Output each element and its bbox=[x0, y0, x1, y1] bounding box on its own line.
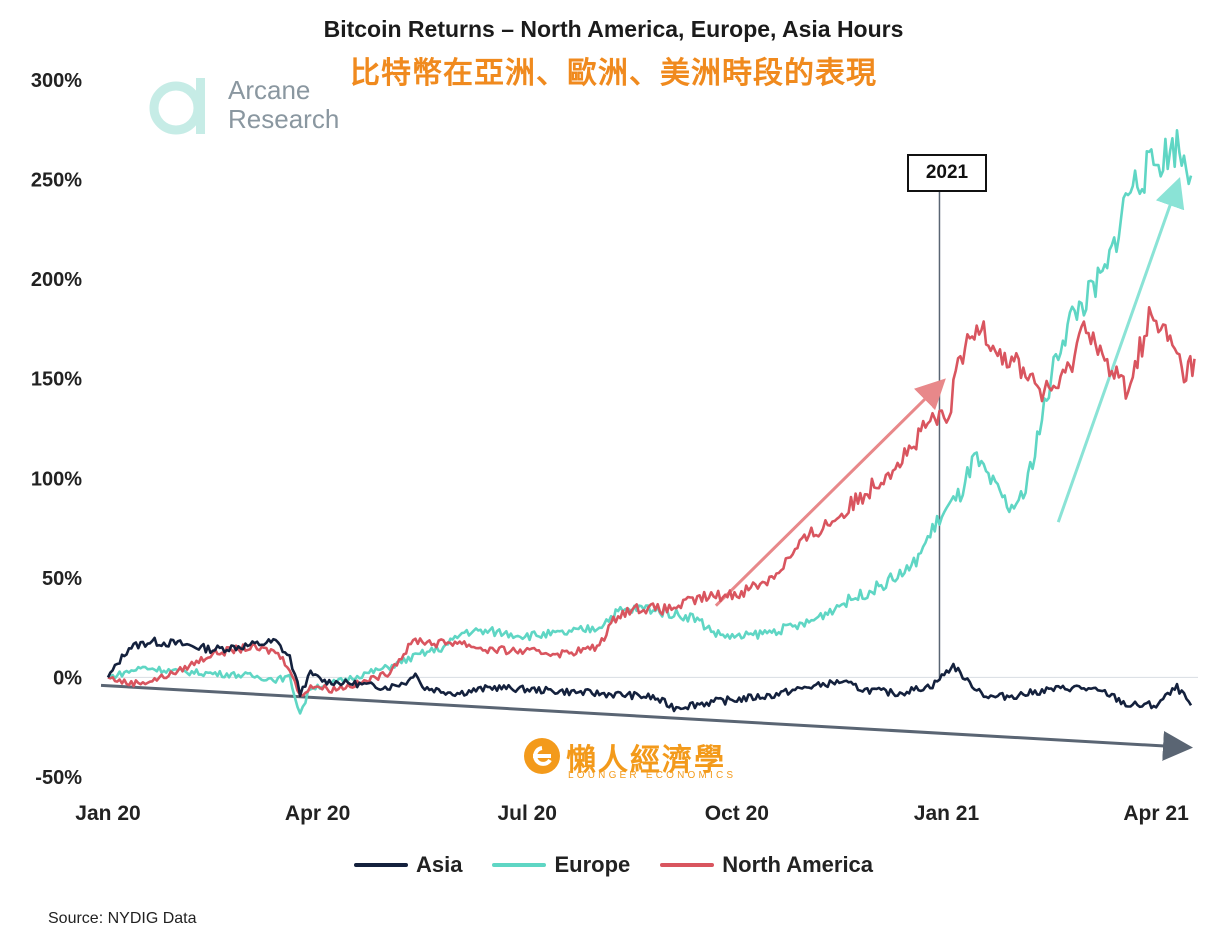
source-note: Source: NYDIG Data bbox=[48, 910, 197, 927]
trend-arrow-europe-trend bbox=[1056, 177, 1185, 523]
y-tick-label: 0% bbox=[53, 667, 82, 689]
legend-item-europe: Europe bbox=[492, 852, 630, 878]
y-tick-label: 150% bbox=[31, 369, 82, 391]
x-axis-ticks: Jan 20 Apr 20 Jul 20 Oct 20 Jan 21 Apr 21 bbox=[75, 802, 1189, 825]
y-tick-label: 200% bbox=[31, 269, 82, 291]
logo-line-2: Research bbox=[228, 104, 340, 134]
chart-legend: Asia Europe North America bbox=[0, 852, 1227, 878]
watermark-main-text: 懶人經濟學 bbox=[566, 744, 726, 777]
legend-swatch-europe bbox=[492, 863, 547, 867]
y-axis-ticks: -50% 0% 50% 100% 150% 200% 250% 300% bbox=[31, 70, 82, 789]
lounger-economics-logo-icon bbox=[524, 738, 560, 774]
series-line-north-america bbox=[107, 306, 1196, 697]
trend-arrow-asia-trend bbox=[100, 683, 1194, 761]
logo-line-1: Arcane bbox=[228, 75, 311, 105]
legend-label-north-america: North America bbox=[722, 852, 874, 877]
trend-arrows bbox=[100, 177, 1194, 761]
annotation-2021-label: 2021 bbox=[907, 154, 987, 192]
legend-swatch-north-america bbox=[660, 863, 715, 867]
chart-subtitle: 比特幣在亞洲、歐洲、美洲時段的表現 bbox=[350, 57, 877, 90]
series-line-asia bbox=[106, 636, 1193, 713]
x-tick-label: Jan 21 bbox=[914, 802, 980, 825]
series-line-europe bbox=[107, 129, 1193, 715]
y-tick-label: 300% bbox=[31, 70, 82, 92]
legend-item-asia: Asia bbox=[353, 852, 463, 878]
x-tick-label: Oct 20 bbox=[705, 802, 769, 825]
legend-swatch-asia bbox=[353, 863, 408, 867]
legend-label-asia: Asia bbox=[415, 852, 463, 877]
y-tick-label: 50% bbox=[42, 568, 82, 590]
y-tick-label: -50% bbox=[35, 767, 82, 789]
trend-arrow-north-america-trend bbox=[714, 378, 946, 607]
arcane-logo-icon bbox=[149, 78, 205, 135]
x-tick-label: Jan 20 bbox=[75, 802, 140, 825]
x-tick-label: Apr 21 bbox=[1123, 802, 1189, 825]
arcane-logo-text: Arcane Research bbox=[228, 76, 339, 134]
chart-title: Bitcoin Returns – North America, Europe,… bbox=[323, 16, 904, 42]
y-tick-label: 250% bbox=[31, 170, 82, 192]
x-tick-label: Jul 20 bbox=[497, 802, 557, 825]
y-tick-label: 100% bbox=[31, 468, 82, 490]
legend-item-north-america: North America bbox=[660, 852, 873, 878]
x-tick-label: Apr 20 bbox=[285, 802, 350, 825]
legend-label-europe: Europe bbox=[554, 852, 631, 877]
watermark-sub-text: LOUNGER ECONOMICS bbox=[568, 770, 737, 781]
series-lines bbox=[106, 129, 1196, 715]
